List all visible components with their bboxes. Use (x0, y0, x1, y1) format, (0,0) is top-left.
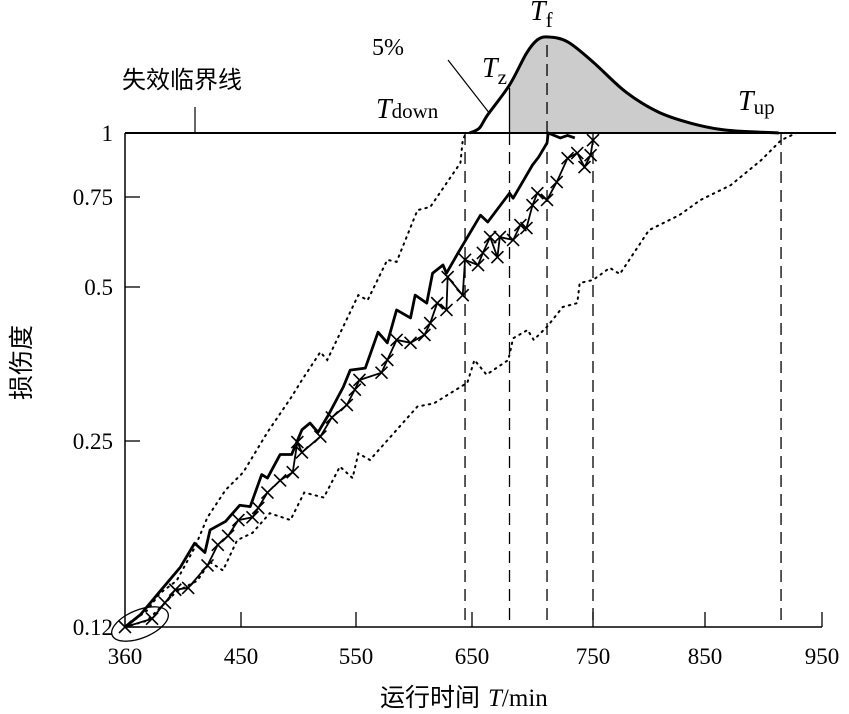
x-marker (260, 485, 275, 500)
x-marker (231, 513, 245, 527)
x-tick-label: 450 (224, 644, 259, 669)
x-marker (168, 583, 182, 597)
x-marker (348, 383, 362, 397)
x-axis-title-cn: 运行时间 (380, 684, 480, 712)
x-marker (530, 186, 544, 200)
y-tick-label: 0.5 (84, 275, 113, 300)
time-markers (464, 37, 782, 627)
percent-pointer (447, 59, 491, 115)
x-marker (273, 473, 287, 487)
x-marker (490, 250, 504, 264)
series-line-actual-damage (124, 131, 576, 629)
failure-line-label: 失效临界线 (122, 67, 242, 94)
x-marker (476, 246, 490, 260)
x-marker (211, 538, 225, 552)
series-line-predicted-damage (124, 140, 594, 628)
x-axis-title: 运行时间 T/min (380, 684, 548, 712)
x-marker (352, 373, 367, 387)
origin-ellipse (111, 606, 169, 642)
series-line-upper-bound (124, 134, 467, 628)
x-marker (483, 230, 497, 244)
x-marker (458, 253, 472, 267)
x-marker (145, 612, 159, 626)
x-marker (430, 296, 444, 310)
series-line-lower-bound (124, 132, 798, 628)
x-marker (550, 175, 564, 189)
t-z-sub: z (498, 65, 507, 89)
t-f-sub: f (546, 8, 553, 32)
x-marker (380, 353, 394, 367)
x-marker (561, 151, 575, 165)
y-axis-title: 损伤度 (8, 325, 36, 400)
x-axis-title-var: T (488, 685, 504, 712)
x-marker (540, 193, 554, 207)
x-marker (456, 288, 470, 302)
x-marker (441, 270, 455, 284)
x-marker (325, 410, 339, 424)
x-marker (506, 233, 520, 247)
distribution-shaded-area (509, 36, 779, 133)
x-tick-label: 360 (108, 644, 143, 669)
x-tick-label: 550 (339, 644, 374, 669)
x-tick-label: 650 (455, 644, 490, 669)
t-up-label: Tup (738, 86, 775, 119)
x-tick-label: 750 (576, 644, 611, 669)
axes (124, 132, 836, 628)
t-down-label: Tdown (376, 94, 439, 125)
x-marker (577, 160, 592, 174)
failure-distribution (469, 35, 779, 135)
t-z-main: T (482, 53, 500, 84)
x-marker (374, 366, 389, 380)
t-z-label: Tz (482, 53, 507, 89)
y-tick-label: 0.25 (73, 429, 113, 454)
x-marker (570, 146, 584, 160)
x-marker (290, 435, 304, 449)
t-down-sub: down (392, 99, 439, 123)
x-marker (295, 445, 309, 459)
x-marker (423, 316, 437, 330)
x-axis-title-unit: /min (502, 685, 548, 712)
t-up-main: T (738, 86, 756, 117)
percent-label: 5% (372, 35, 404, 61)
t-f-label: Tf (530, 0, 553, 32)
x-marker (221, 529, 235, 543)
x-marker (390, 333, 404, 347)
t-up-sub: up (754, 95, 775, 119)
x-marker (245, 510, 260, 524)
x-marker (584, 148, 598, 162)
x-marker (439, 303, 454, 317)
series (118, 131, 798, 634)
x-marker (340, 398, 354, 412)
y-tick-label: 1 (102, 121, 114, 146)
x-marker (417, 328, 432, 342)
x-marker (286, 465, 300, 479)
y-tick-label: 0.12 (73, 615, 113, 640)
x-marker (493, 230, 507, 244)
x-marker (525, 198, 540, 212)
x-marker (471, 258, 485, 272)
x-marker (403, 336, 418, 350)
t-f-main: T (530, 0, 548, 27)
x-tick-label: 850 (688, 644, 723, 669)
x-marker (313, 430, 327, 444)
x-marker (519, 221, 534, 235)
t-down-main: T (376, 94, 394, 125)
y-tick-label: 0.75 (73, 185, 113, 210)
x-marker (586, 133, 600, 147)
x-tick-label: 950 (805, 644, 840, 669)
x-marker (251, 501, 265, 515)
tick-labels: 360 450 550 650 750 850 950 0.12 0.25 0.5 0.75 1 (73, 121, 840, 669)
x-marker (181, 581, 195, 595)
